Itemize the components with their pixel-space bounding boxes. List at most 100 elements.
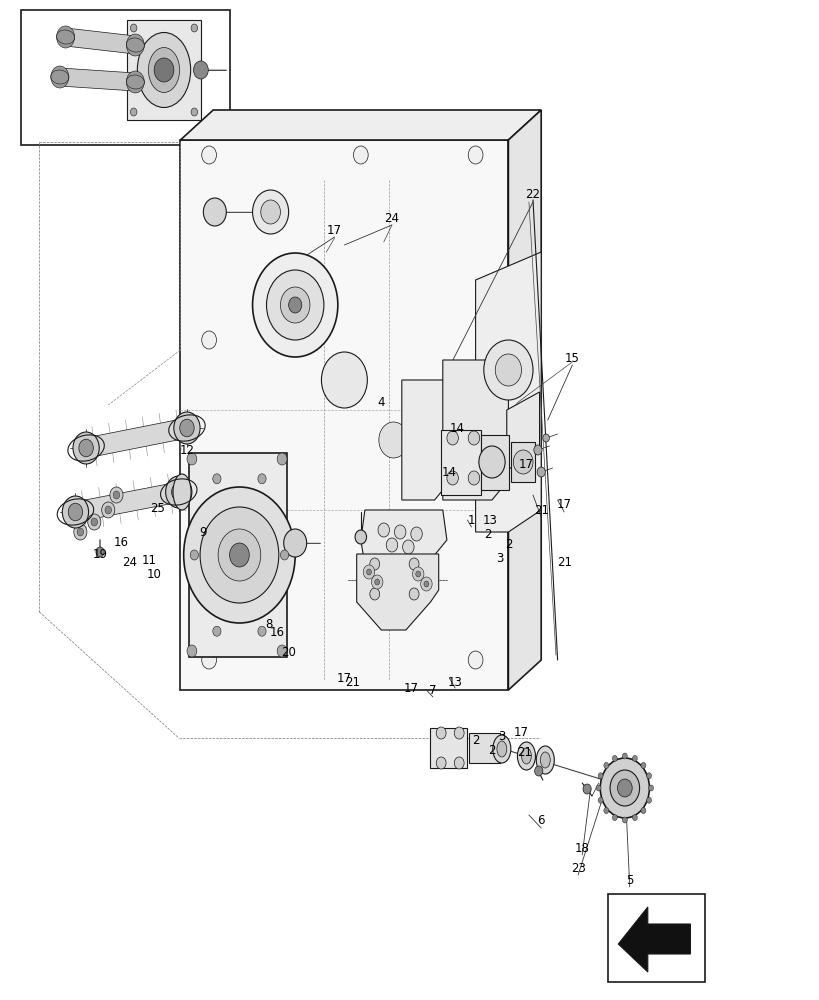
Text: 8: 8 xyxy=(265,618,272,632)
Circle shape xyxy=(96,547,104,557)
Bar xyxy=(441,430,480,495)
Ellipse shape xyxy=(496,741,506,757)
Circle shape xyxy=(609,770,639,806)
Polygon shape xyxy=(65,28,136,54)
Polygon shape xyxy=(475,252,541,532)
Circle shape xyxy=(102,502,115,518)
Circle shape xyxy=(468,651,482,669)
Circle shape xyxy=(595,785,600,791)
Circle shape xyxy=(468,146,482,164)
Circle shape xyxy=(252,253,337,357)
Circle shape xyxy=(126,34,144,56)
Text: 10: 10 xyxy=(147,568,161,582)
Text: 7: 7 xyxy=(428,684,437,696)
Circle shape xyxy=(113,491,120,499)
Text: 21: 21 xyxy=(556,556,571,568)
Circle shape xyxy=(597,797,602,803)
Circle shape xyxy=(409,558,419,570)
Circle shape xyxy=(468,411,482,429)
Circle shape xyxy=(191,24,197,32)
Circle shape xyxy=(600,758,649,818)
Circle shape xyxy=(536,467,545,477)
Text: 11: 11 xyxy=(142,554,156,566)
Text: 24: 24 xyxy=(122,556,137,568)
Circle shape xyxy=(187,453,197,465)
Circle shape xyxy=(369,588,379,600)
Polygon shape xyxy=(60,68,135,91)
Circle shape xyxy=(277,645,287,657)
Circle shape xyxy=(154,58,174,82)
Circle shape xyxy=(612,755,617,761)
Circle shape xyxy=(110,487,123,503)
Circle shape xyxy=(582,784,590,794)
Circle shape xyxy=(640,808,645,814)
Circle shape xyxy=(105,506,111,514)
Circle shape xyxy=(495,354,521,386)
Text: 14: 14 xyxy=(441,466,456,479)
Circle shape xyxy=(183,487,295,623)
Ellipse shape xyxy=(492,735,510,763)
Circle shape xyxy=(280,287,310,323)
Circle shape xyxy=(260,200,280,224)
Polygon shape xyxy=(508,110,541,690)
Circle shape xyxy=(280,550,288,560)
Circle shape xyxy=(394,525,405,539)
Text: 19: 19 xyxy=(93,548,107,562)
Circle shape xyxy=(533,445,541,455)
Circle shape xyxy=(454,727,464,739)
Circle shape xyxy=(420,577,432,591)
Circle shape xyxy=(68,503,83,521)
Text: 17: 17 xyxy=(556,498,571,512)
Ellipse shape xyxy=(517,742,535,770)
Circle shape xyxy=(366,569,371,575)
Circle shape xyxy=(179,419,194,437)
Polygon shape xyxy=(180,140,508,690)
Circle shape xyxy=(193,61,208,79)
Text: 17: 17 xyxy=(513,726,527,738)
Circle shape xyxy=(415,571,420,577)
Circle shape xyxy=(252,190,288,234)
Polygon shape xyxy=(356,554,438,630)
Circle shape xyxy=(91,518,97,526)
Circle shape xyxy=(165,476,192,508)
Ellipse shape xyxy=(540,752,550,768)
Text: 2: 2 xyxy=(483,528,491,542)
Polygon shape xyxy=(180,110,541,140)
Polygon shape xyxy=(442,360,508,500)
Bar xyxy=(608,894,704,982)
Circle shape xyxy=(257,626,265,636)
Ellipse shape xyxy=(138,32,191,107)
Circle shape xyxy=(603,808,608,814)
Text: 9: 9 xyxy=(199,526,207,538)
Text: 13: 13 xyxy=(482,514,497,526)
Text: 17: 17 xyxy=(404,682,419,694)
Text: 18: 18 xyxy=(574,842,589,854)
Circle shape xyxy=(174,412,200,444)
Circle shape xyxy=(77,528,84,536)
Ellipse shape xyxy=(148,47,179,93)
Text: 23: 23 xyxy=(570,861,585,874)
Circle shape xyxy=(646,773,651,779)
Circle shape xyxy=(646,797,651,803)
Circle shape xyxy=(288,297,301,313)
Text: 17: 17 xyxy=(518,458,533,472)
Text: 22: 22 xyxy=(525,188,540,202)
Polygon shape xyxy=(74,482,180,522)
Circle shape xyxy=(513,450,532,474)
Text: 2: 2 xyxy=(487,744,495,756)
Text: 2: 2 xyxy=(471,734,479,746)
Circle shape xyxy=(355,530,366,544)
Circle shape xyxy=(436,727,446,739)
Text: 13: 13 xyxy=(447,676,462,688)
Circle shape xyxy=(283,529,306,557)
Circle shape xyxy=(51,66,69,88)
Circle shape xyxy=(201,331,216,349)
Ellipse shape xyxy=(173,474,191,510)
Text: 5: 5 xyxy=(626,874,632,886)
Circle shape xyxy=(363,565,374,579)
Circle shape xyxy=(277,453,287,465)
Text: 16: 16 xyxy=(269,626,284,639)
Circle shape xyxy=(213,474,221,484)
Circle shape xyxy=(190,550,198,560)
Polygon shape xyxy=(84,418,188,458)
